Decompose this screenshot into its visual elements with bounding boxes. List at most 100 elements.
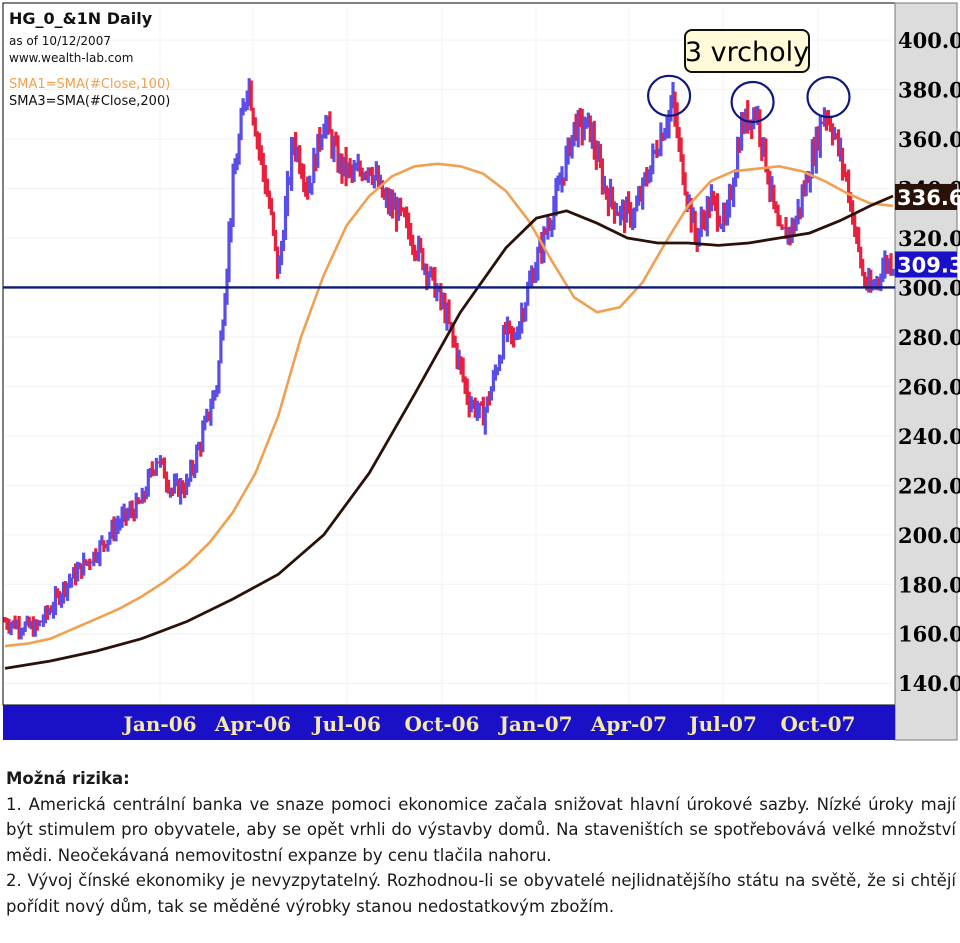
price-bar xyxy=(106,539,110,552)
price-bar xyxy=(489,386,493,401)
price-bar xyxy=(637,186,641,206)
price-bar xyxy=(306,176,310,200)
price-bar xyxy=(623,200,627,234)
price-bar xyxy=(772,184,776,210)
peak-circle xyxy=(647,74,692,117)
price-bar xyxy=(491,370,495,392)
price-bar xyxy=(27,616,31,628)
price-bar xyxy=(516,326,520,340)
sma100-line xyxy=(4,162,894,648)
price-bar xyxy=(320,134,324,150)
price-bar xyxy=(616,211,621,217)
y-tick-label: 360.0 xyxy=(898,127,960,152)
price-bar xyxy=(104,543,108,549)
price-bar xyxy=(191,460,195,476)
price-bar xyxy=(711,191,715,206)
price-bar xyxy=(528,270,532,289)
price-bar xyxy=(13,615,17,630)
x-tick-label: Apr-06 xyxy=(214,712,291,736)
price-bar xyxy=(816,126,820,151)
price-bar xyxy=(164,471,169,493)
price-bar xyxy=(168,487,173,498)
price-bar xyxy=(606,187,610,217)
price-bar xyxy=(17,616,21,640)
price-bar xyxy=(166,479,171,494)
price-bar xyxy=(657,148,661,157)
price-bar xyxy=(213,390,217,401)
y-tick-label: 240.0 xyxy=(898,424,960,449)
price-bar xyxy=(229,218,233,243)
price-bar xyxy=(570,135,574,159)
price-bar xyxy=(530,265,534,288)
price-bar xyxy=(114,518,118,542)
price-bar xyxy=(497,354,502,372)
price-bar xyxy=(390,189,395,219)
price-bar xyxy=(445,302,449,331)
price-bar xyxy=(368,167,372,177)
price-bar xyxy=(804,171,808,197)
price-bar xyxy=(859,246,863,269)
price-bar xyxy=(540,232,544,264)
peak-circle xyxy=(730,80,775,124)
price-bar xyxy=(495,367,499,376)
y-tick-label: 220.0 xyxy=(898,473,960,498)
price-bar xyxy=(37,620,41,627)
price-bar xyxy=(82,552,86,576)
price-bar xyxy=(162,457,166,479)
legend-sma200: SMA3=SMA(#Close,200) xyxy=(9,94,170,109)
price-bar xyxy=(211,390,215,409)
sma200-line xyxy=(4,194,894,670)
price-bar xyxy=(671,82,675,109)
peak-circles xyxy=(647,74,851,124)
price-bar xyxy=(336,135,340,173)
price-bar xyxy=(784,217,788,239)
price-bar xyxy=(568,137,572,157)
price-bar xyxy=(639,185,643,202)
price-bar xyxy=(401,207,405,212)
price-bar xyxy=(806,171,810,184)
price-bar xyxy=(405,206,409,229)
price-bar xyxy=(667,109,671,139)
price-bar xyxy=(366,167,370,183)
price-bars xyxy=(3,78,895,640)
price-bar xyxy=(707,197,711,219)
price-bar xyxy=(277,255,282,274)
price-bar xyxy=(463,376,467,394)
price-bar xyxy=(314,153,318,172)
price-bar xyxy=(725,199,730,226)
price-bar xyxy=(863,271,867,287)
price-bar xyxy=(629,202,633,228)
price-bar xyxy=(645,167,649,187)
price-bar xyxy=(61,581,66,604)
price-bar xyxy=(834,133,839,140)
legend-sma100: SMA1=SMA(#Close,100) xyxy=(9,77,170,92)
price-bar xyxy=(181,480,185,494)
price-bar xyxy=(709,184,713,212)
price-bar xyxy=(108,531,112,545)
price-bar xyxy=(867,267,871,293)
price-bar xyxy=(891,268,895,276)
price-bar xyxy=(610,186,615,210)
price-bar xyxy=(590,122,594,149)
price-bar xyxy=(838,137,843,162)
price-bar xyxy=(499,355,504,364)
price-bar xyxy=(354,162,358,171)
price-bar xyxy=(396,197,401,221)
price-bar xyxy=(197,441,201,451)
price-bar xyxy=(564,145,568,181)
price-bar xyxy=(818,116,822,158)
callout-text: 3 vrcholy xyxy=(685,37,809,68)
price-bar xyxy=(411,234,415,255)
price-bar xyxy=(51,601,55,619)
price-bar xyxy=(505,316,510,343)
price-bar xyxy=(219,330,223,364)
price-bar xyxy=(90,561,94,564)
price-bar xyxy=(572,121,576,147)
price-bar xyxy=(810,139,814,179)
price-bar xyxy=(481,396,485,426)
x-tick-label: Jan-06 xyxy=(121,712,196,736)
price-bar xyxy=(201,420,205,453)
price-bar xyxy=(239,107,243,141)
price-bar xyxy=(683,172,687,196)
price-bar xyxy=(88,558,92,570)
